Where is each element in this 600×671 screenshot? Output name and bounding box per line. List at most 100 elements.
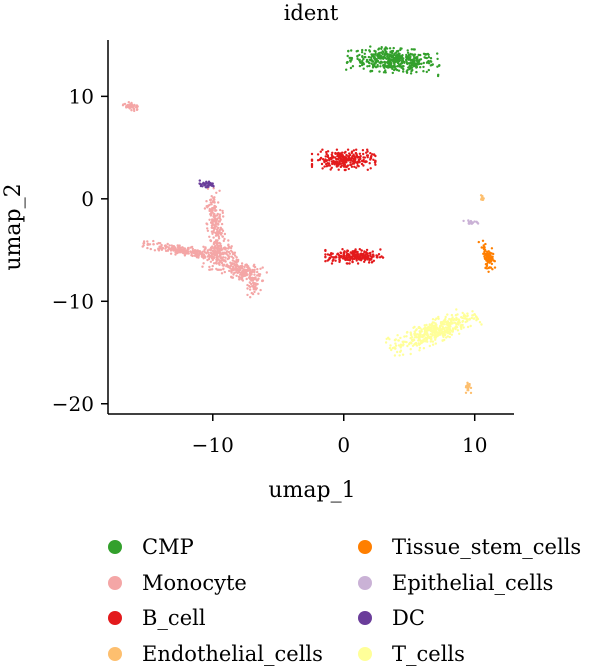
data-point — [256, 270, 259, 274]
data-point — [179, 249, 183, 253]
data-point — [368, 64, 371, 68]
data-point — [345, 153, 348, 157]
data-point — [146, 246, 149, 250]
data-point — [358, 58, 361, 61]
data-point — [166, 249, 170, 252]
data-point — [261, 266, 264, 269]
data-point — [352, 252, 356, 255]
data-point — [328, 158, 331, 161]
data-point — [156, 242, 159, 245]
data-point — [231, 262, 234, 265]
data-point — [389, 344, 392, 347]
data-point — [415, 62, 419, 65]
data-point — [410, 48, 413, 51]
data-point — [402, 340, 406, 343]
data-point — [135, 104, 139, 107]
data-point — [208, 218, 211, 221]
data-point — [356, 164, 359, 167]
data-point — [448, 335, 451, 339]
data-point — [412, 326, 415, 329]
data-point — [208, 256, 211, 259]
data-point — [335, 157, 338, 161]
data-point — [358, 60, 362, 63]
data-point — [445, 320, 448, 323]
data-point — [219, 218, 222, 221]
data-point — [323, 165, 326, 168]
data-point — [338, 255, 342, 258]
data-point — [431, 318, 435, 321]
data-point — [128, 106, 131, 110]
data-point — [214, 223, 218, 226]
data-point — [425, 331, 428, 334]
data-point — [461, 323, 464, 327]
data-point — [352, 153, 355, 156]
data-point — [361, 55, 364, 58]
data-point — [422, 335, 425, 338]
data-point — [351, 260, 354, 264]
data-point — [391, 71, 394, 75]
data-point — [231, 252, 235, 256]
data-point — [224, 256, 227, 259]
data-point — [415, 59, 419, 63]
series-b-cell — [310, 148, 385, 265]
data-point — [168, 244, 171, 247]
legend-label: DC — [392, 606, 425, 630]
data-point — [362, 158, 365, 162]
data-point — [445, 326, 448, 329]
data-point — [227, 239, 230, 242]
data-point — [489, 260, 493, 263]
data-point — [466, 312, 469, 315]
data-point — [403, 60, 406, 64]
data-point — [364, 49, 367, 52]
data-point — [420, 62, 423, 65]
data-point — [235, 274, 238, 277]
data-point — [413, 343, 416, 346]
legend-swatch — [358, 575, 372, 590]
data-point — [358, 248, 361, 251]
data-point — [207, 251, 210, 254]
data-point — [160, 243, 163, 247]
data-point — [351, 257, 355, 260]
data-point — [431, 343, 435, 346]
data-point — [436, 52, 439, 55]
data-point — [329, 168, 332, 171]
data-point — [390, 50, 394, 53]
data-point — [424, 53, 427, 56]
data-point — [195, 256, 199, 259]
data-point — [473, 317, 476, 320]
data-point — [448, 329, 451, 332]
data-point — [228, 269, 231, 273]
data-point — [355, 259, 358, 262]
data-point — [409, 352, 412, 356]
data-point — [374, 52, 377, 55]
data-point — [384, 69, 387, 72]
data-point — [316, 153, 320, 156]
data-point — [253, 273, 256, 276]
scatter-points — [121, 45, 497, 395]
data-point — [433, 325, 436, 329]
data-point — [411, 339, 414, 343]
data-point — [465, 318, 469, 321]
data-point — [399, 336, 402, 340]
data-point — [220, 272, 224, 275]
data-point — [401, 353, 405, 356]
data-point — [400, 344, 403, 347]
data-point — [444, 329, 448, 333]
data-point — [429, 333, 432, 336]
data-point — [413, 56, 416, 59]
data-point — [221, 235, 224, 238]
data-point — [427, 56, 431, 59]
data-point — [213, 201, 216, 204]
data-point — [369, 167, 372, 170]
data-point — [220, 256, 223, 259]
data-point — [321, 167, 324, 170]
data-point — [428, 344, 431, 348]
data-point — [190, 251, 194, 254]
data-point — [456, 313, 459, 316]
data-point — [371, 59, 374, 63]
data-point — [425, 333, 428, 336]
data-point — [358, 152, 362, 155]
data-point — [233, 271, 236, 275]
data-point — [467, 385, 470, 388]
data-point — [441, 339, 444, 342]
